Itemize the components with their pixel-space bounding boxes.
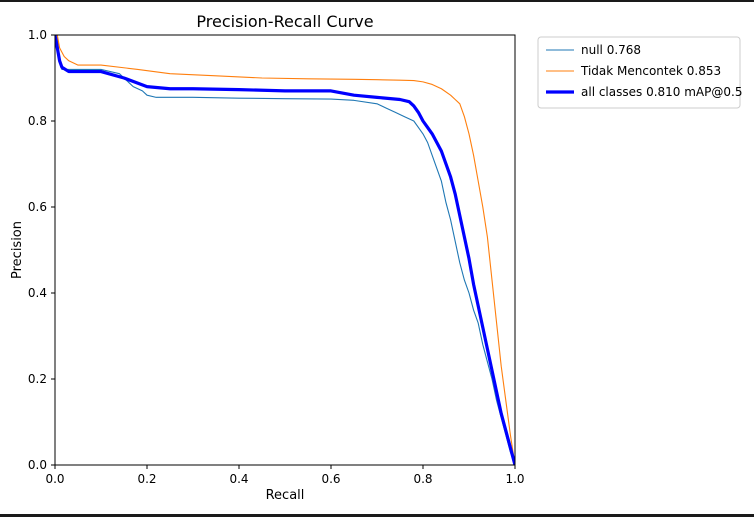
x-tick-label: 0.4 <box>229 472 248 486</box>
y-axis-label: Precision <box>10 221 25 279</box>
x-tick-label: 0.2 <box>137 472 156 486</box>
chart-title: Precision-Recall Curve <box>196 12 373 31</box>
y-tick-label: 0.0 <box>28 458 47 472</box>
series-line-all <box>55 35 515 465</box>
bottom-border <box>0 514 754 517</box>
y-tick-label: 1.0 <box>28 28 47 42</box>
top-border <box>0 0 754 2</box>
y-tick-label: 0.6 <box>28 200 47 214</box>
legend-label: null 0.768 <box>581 43 641 57</box>
legend-label: all classes 0.810 mAP@0.5 <box>581 85 742 99</box>
x-tick-label: 0.8 <box>413 472 432 486</box>
series-line-tidak <box>55 35 515 465</box>
series-line-null <box>55 35 515 465</box>
y-tick-label: 0.8 <box>28 114 47 128</box>
x-tick-label: 1.0 <box>505 472 524 486</box>
y-tick-label: 0.2 <box>28 372 47 386</box>
plot-frame <box>54 34 516 466</box>
x-axis-label: Recall <box>266 488 305 503</box>
x-tick-label: 0.0 <box>45 472 64 486</box>
y-tick-label: 0.4 <box>28 286 47 300</box>
x-tick-label: 0.6 <box>321 472 340 486</box>
legend-label: Tidak Mencontek 0.853 <box>580 64 721 78</box>
legend-box <box>537 36 741 109</box>
